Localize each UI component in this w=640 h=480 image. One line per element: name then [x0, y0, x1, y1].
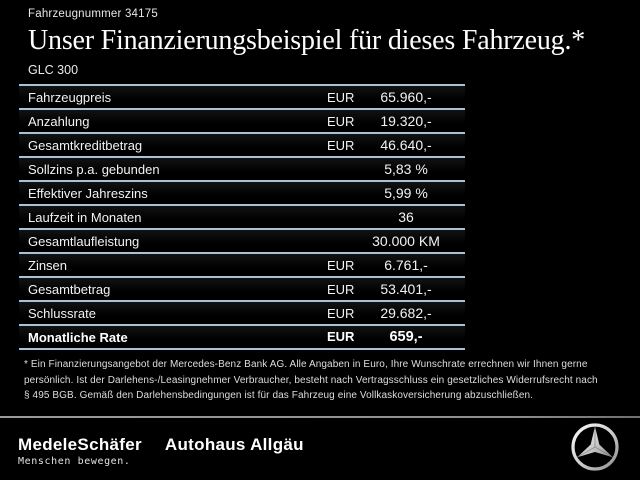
table-row: Monatliche Rate EUR 659,- [19, 326, 465, 350]
row-value-group: EUR 65.960,- [327, 89, 465, 105]
row-value-group: EUR 53.401,- [327, 281, 465, 297]
row-value: 29.682,- [380, 305, 432, 321]
row-currency: EUR [327, 258, 355, 273]
row-label: Fahrzeugpreis [28, 89, 112, 105]
row-value: 19.320,- [380, 113, 432, 129]
row-value-group: 36 [327, 209, 465, 225]
row-value-group: 5,99 % [327, 185, 465, 201]
disclaimer-line-2: persönlich. Ist der Darlehens-/Leasingne… [24, 374, 598, 386]
row-value-group: EUR 19.320,- [327, 113, 465, 129]
row-currency: EUR [327, 138, 355, 153]
table-row: Gesamtbetrag EUR 53.401,- [19, 278, 465, 302]
row-value: 36 [398, 209, 414, 225]
vehicle-model: GLC 300 [28, 63, 79, 77]
row-label: Schlussrate [28, 305, 96, 321]
row-label: Gesamtkreditbetrag [28, 137, 143, 153]
row-value: 30.000 KM [372, 233, 440, 249]
mercedes-star-icon [571, 423, 619, 471]
page-title: Unser Finanzierungsbeispiel für dieses F… [28, 25, 586, 56]
row-value: 659,- [389, 329, 423, 345]
dealer-logos: MedeleSchäfer Autohaus Allgäu [18, 435, 304, 455]
row-value: 5,83 % [384, 161, 428, 177]
row-value: 53.401,- [380, 281, 432, 297]
row-label: Gesamtlaufleistung [28, 233, 140, 249]
table-row: Fahrzeugpreis EUR 65.960,- [19, 86, 465, 110]
table-row: Anzahlung EUR 19.320,- [19, 110, 465, 134]
table-row: Gesamtlaufleistung 30.000 KM [19, 230, 465, 254]
row-currency: EUR [327, 90, 355, 105]
table-row: Schlussrate EUR 29.682,- [19, 302, 465, 326]
finance-table: Fahrzeugpreis EUR 65.960,- Anzahlung EUR… [19, 84, 465, 350]
footer-bar: MedeleSchäfer Autohaus Allgäu Menschen b… [0, 418, 640, 480]
row-currency: EUR [327, 282, 355, 297]
disclaimer-line-1: * Ein Finanzierungsangebot der Mercedes-… [24, 359, 588, 370]
table-row: Zinsen EUR 6.761,- [19, 254, 465, 278]
row-value: 46.640,- [380, 137, 432, 153]
dealer-logo-medeleschaefer: MedeleSchäfer [18, 435, 142, 454]
dealer-tagline: Menschen bewegen. [18, 456, 131, 467]
row-value-group: EUR 6.761,- [327, 257, 465, 273]
row-value-group: 5,83 % [327, 161, 465, 177]
table-row: Gesamtkreditbetrag EUR 46.640,- [19, 134, 465, 158]
vehicle-number: Fahrzeugnummer 34175 [28, 8, 158, 20]
row-label: Laufzeit in Monaten [28, 209, 142, 225]
row-currency: EUR [327, 114, 355, 129]
row-value: 6.761,- [384, 257, 428, 273]
row-label: Anzahlung [28, 113, 90, 129]
row-label: Zinsen [28, 257, 68, 273]
dealer-logo-autohaus-allgaeu: Autohaus Allgäu [164, 435, 304, 454]
table-row: Sollzins p.a. gebunden 5,83 % [19, 158, 465, 182]
footer-divider [0, 416, 640, 418]
row-label: Monatliche Rate [28, 329, 128, 345]
row-value: 65.960,- [380, 89, 432, 105]
row-label: Gesamtbetrag [28, 281, 111, 297]
row-value-group: 30.000 KM [327, 233, 465, 249]
row-value-group: EUR 46.640,- [327, 137, 465, 153]
row-value: 5,99 % [384, 185, 428, 201]
row-currency: EUR [327, 329, 355, 344]
row-currency: EUR [327, 306, 355, 321]
table-row: Laufzeit in Monaten 36 [19, 206, 465, 230]
disclaimer-line-3: § 495 BGB. Gemäß den Darlehensbedingunge… [24, 390, 534, 401]
row-value-group: EUR 659,- [327, 329, 465, 345]
row-label: Effektiver Jahreszins [28, 185, 148, 201]
table-row: Effektiver Jahreszins 5,99 % [19, 182, 465, 206]
row-value-group: EUR 29.682,- [327, 305, 465, 321]
disclaimer-text: * Ein Finanzierungsangebot der Mercedes-… [24, 357, 624, 404]
row-label: Sollzins p.a. gebunden [28, 161, 160, 177]
